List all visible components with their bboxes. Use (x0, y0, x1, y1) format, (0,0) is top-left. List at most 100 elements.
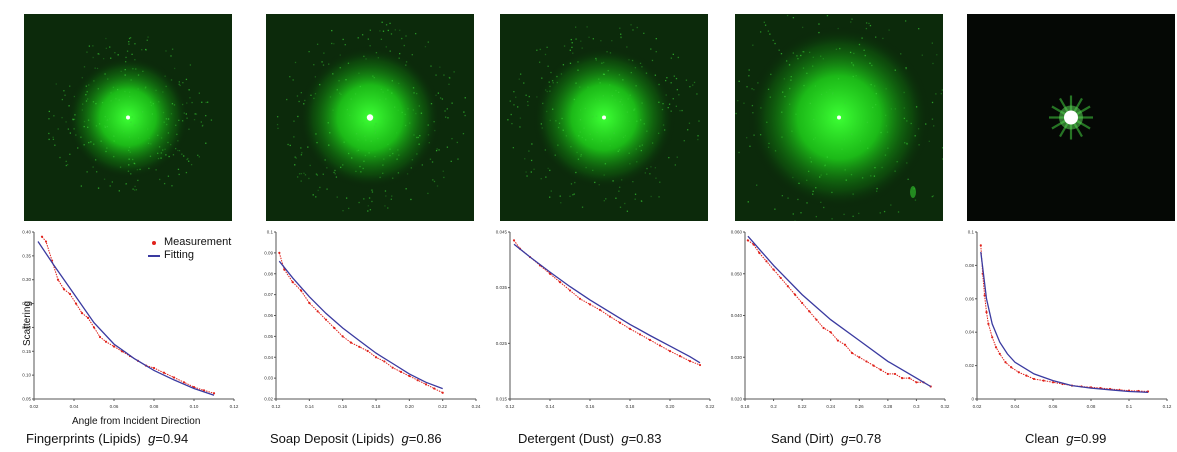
speckle (61, 98, 64, 101)
speckle (583, 127, 585, 129)
speckle (932, 62, 934, 65)
speckle (932, 195, 934, 197)
speckle (69, 85, 71, 87)
speckle (379, 30, 381, 32)
speckle (884, 114, 887, 117)
speckle (377, 57, 379, 59)
speckle (820, 201, 822, 204)
speckle (96, 171, 98, 173)
speckle (451, 102, 453, 104)
speckle (404, 113, 406, 116)
speckle (812, 56, 814, 58)
legend-fitting-marker (148, 254, 160, 257)
speckle (150, 143, 152, 145)
y-tick-label: 0.05 (22, 397, 31, 402)
speckle (125, 61, 127, 63)
x-tick-label: 0.20 (666, 404, 675, 409)
x-tick-label: 0.02 (30, 404, 39, 409)
speckle (363, 198, 365, 200)
speckle (549, 169, 551, 172)
speckle (541, 77, 543, 79)
speckle (95, 125, 98, 127)
speckle (569, 195, 571, 197)
speckle (198, 156, 200, 158)
speckle (382, 172, 384, 174)
speckle (398, 82, 400, 85)
speckle (74, 114, 76, 116)
x-tick-label: 0.12 (272, 404, 281, 409)
measurement-point (558, 281, 562, 284)
speckle (300, 92, 303, 94)
measurement-point (843, 343, 847, 346)
speckle (783, 78, 786, 80)
measurement-point (829, 331, 832, 334)
speckle (897, 211, 900, 213)
fitting-line (747, 235, 932, 388)
speckle (641, 66, 643, 68)
speckle (831, 191, 833, 194)
measurement-point (358, 345, 361, 348)
speckle (900, 53, 902, 55)
speckle (632, 180, 634, 183)
measurement-point (202, 389, 206, 392)
g-value: =0.78 (848, 431, 882, 446)
measurement-point (1042, 379, 1045, 382)
photo-svg (24, 14, 232, 221)
speckle (672, 98, 674, 100)
speckle (851, 18, 853, 20)
speckle (905, 67, 907, 69)
y-tick-label: 0.030 (731, 355, 743, 360)
speckle (602, 61, 605, 64)
speckle (427, 41, 429, 43)
measurement-point (182, 381, 186, 384)
speckle (340, 93, 342, 96)
speckle (92, 45, 94, 47)
speckle (453, 71, 455, 73)
photo-svg (500, 14, 708, 221)
speckle (97, 53, 99, 55)
speckle (193, 119, 196, 121)
speckle (374, 129, 377, 132)
speckle (581, 206, 584, 208)
speckle (915, 106, 918, 108)
y-tick-label: 0.03 (264, 376, 273, 381)
speckle (600, 140, 603, 142)
speckle (931, 42, 933, 44)
speckle (875, 92, 877, 95)
speckle (185, 171, 188, 174)
speckle (145, 86, 147, 88)
speckle (182, 81, 184, 84)
speckle (347, 152, 350, 155)
speckle (615, 89, 617, 92)
y-tick-label: 0.25 (22, 301, 31, 306)
speckle (80, 185, 83, 187)
measurement-point (433, 387, 436, 390)
speckle (93, 80, 95, 82)
speckle (792, 176, 794, 179)
measurement-point (341, 335, 344, 338)
speckle (791, 130, 793, 132)
speckle (48, 138, 50, 141)
speckle (844, 102, 846, 104)
y-tick-label: 0.02 (965, 363, 974, 368)
speckle (626, 111, 629, 113)
speckle (304, 174, 307, 176)
measurement-point (598, 308, 602, 312)
speckle (374, 132, 376, 134)
speckle (414, 32, 417, 35)
speckle (570, 38, 572, 41)
speckle (132, 158, 134, 161)
speckle (85, 100, 88, 102)
speckle (852, 215, 854, 217)
speckle (389, 154, 391, 157)
speckle (298, 100, 300, 103)
speckle (401, 111, 403, 114)
speckle (866, 121, 869, 123)
speckle (561, 117, 563, 120)
speckle (186, 117, 188, 119)
speckle (339, 92, 341, 94)
speckle (789, 103, 791, 105)
speckle (335, 176, 338, 178)
speckle (134, 43, 136, 45)
speckle (632, 29, 634, 31)
